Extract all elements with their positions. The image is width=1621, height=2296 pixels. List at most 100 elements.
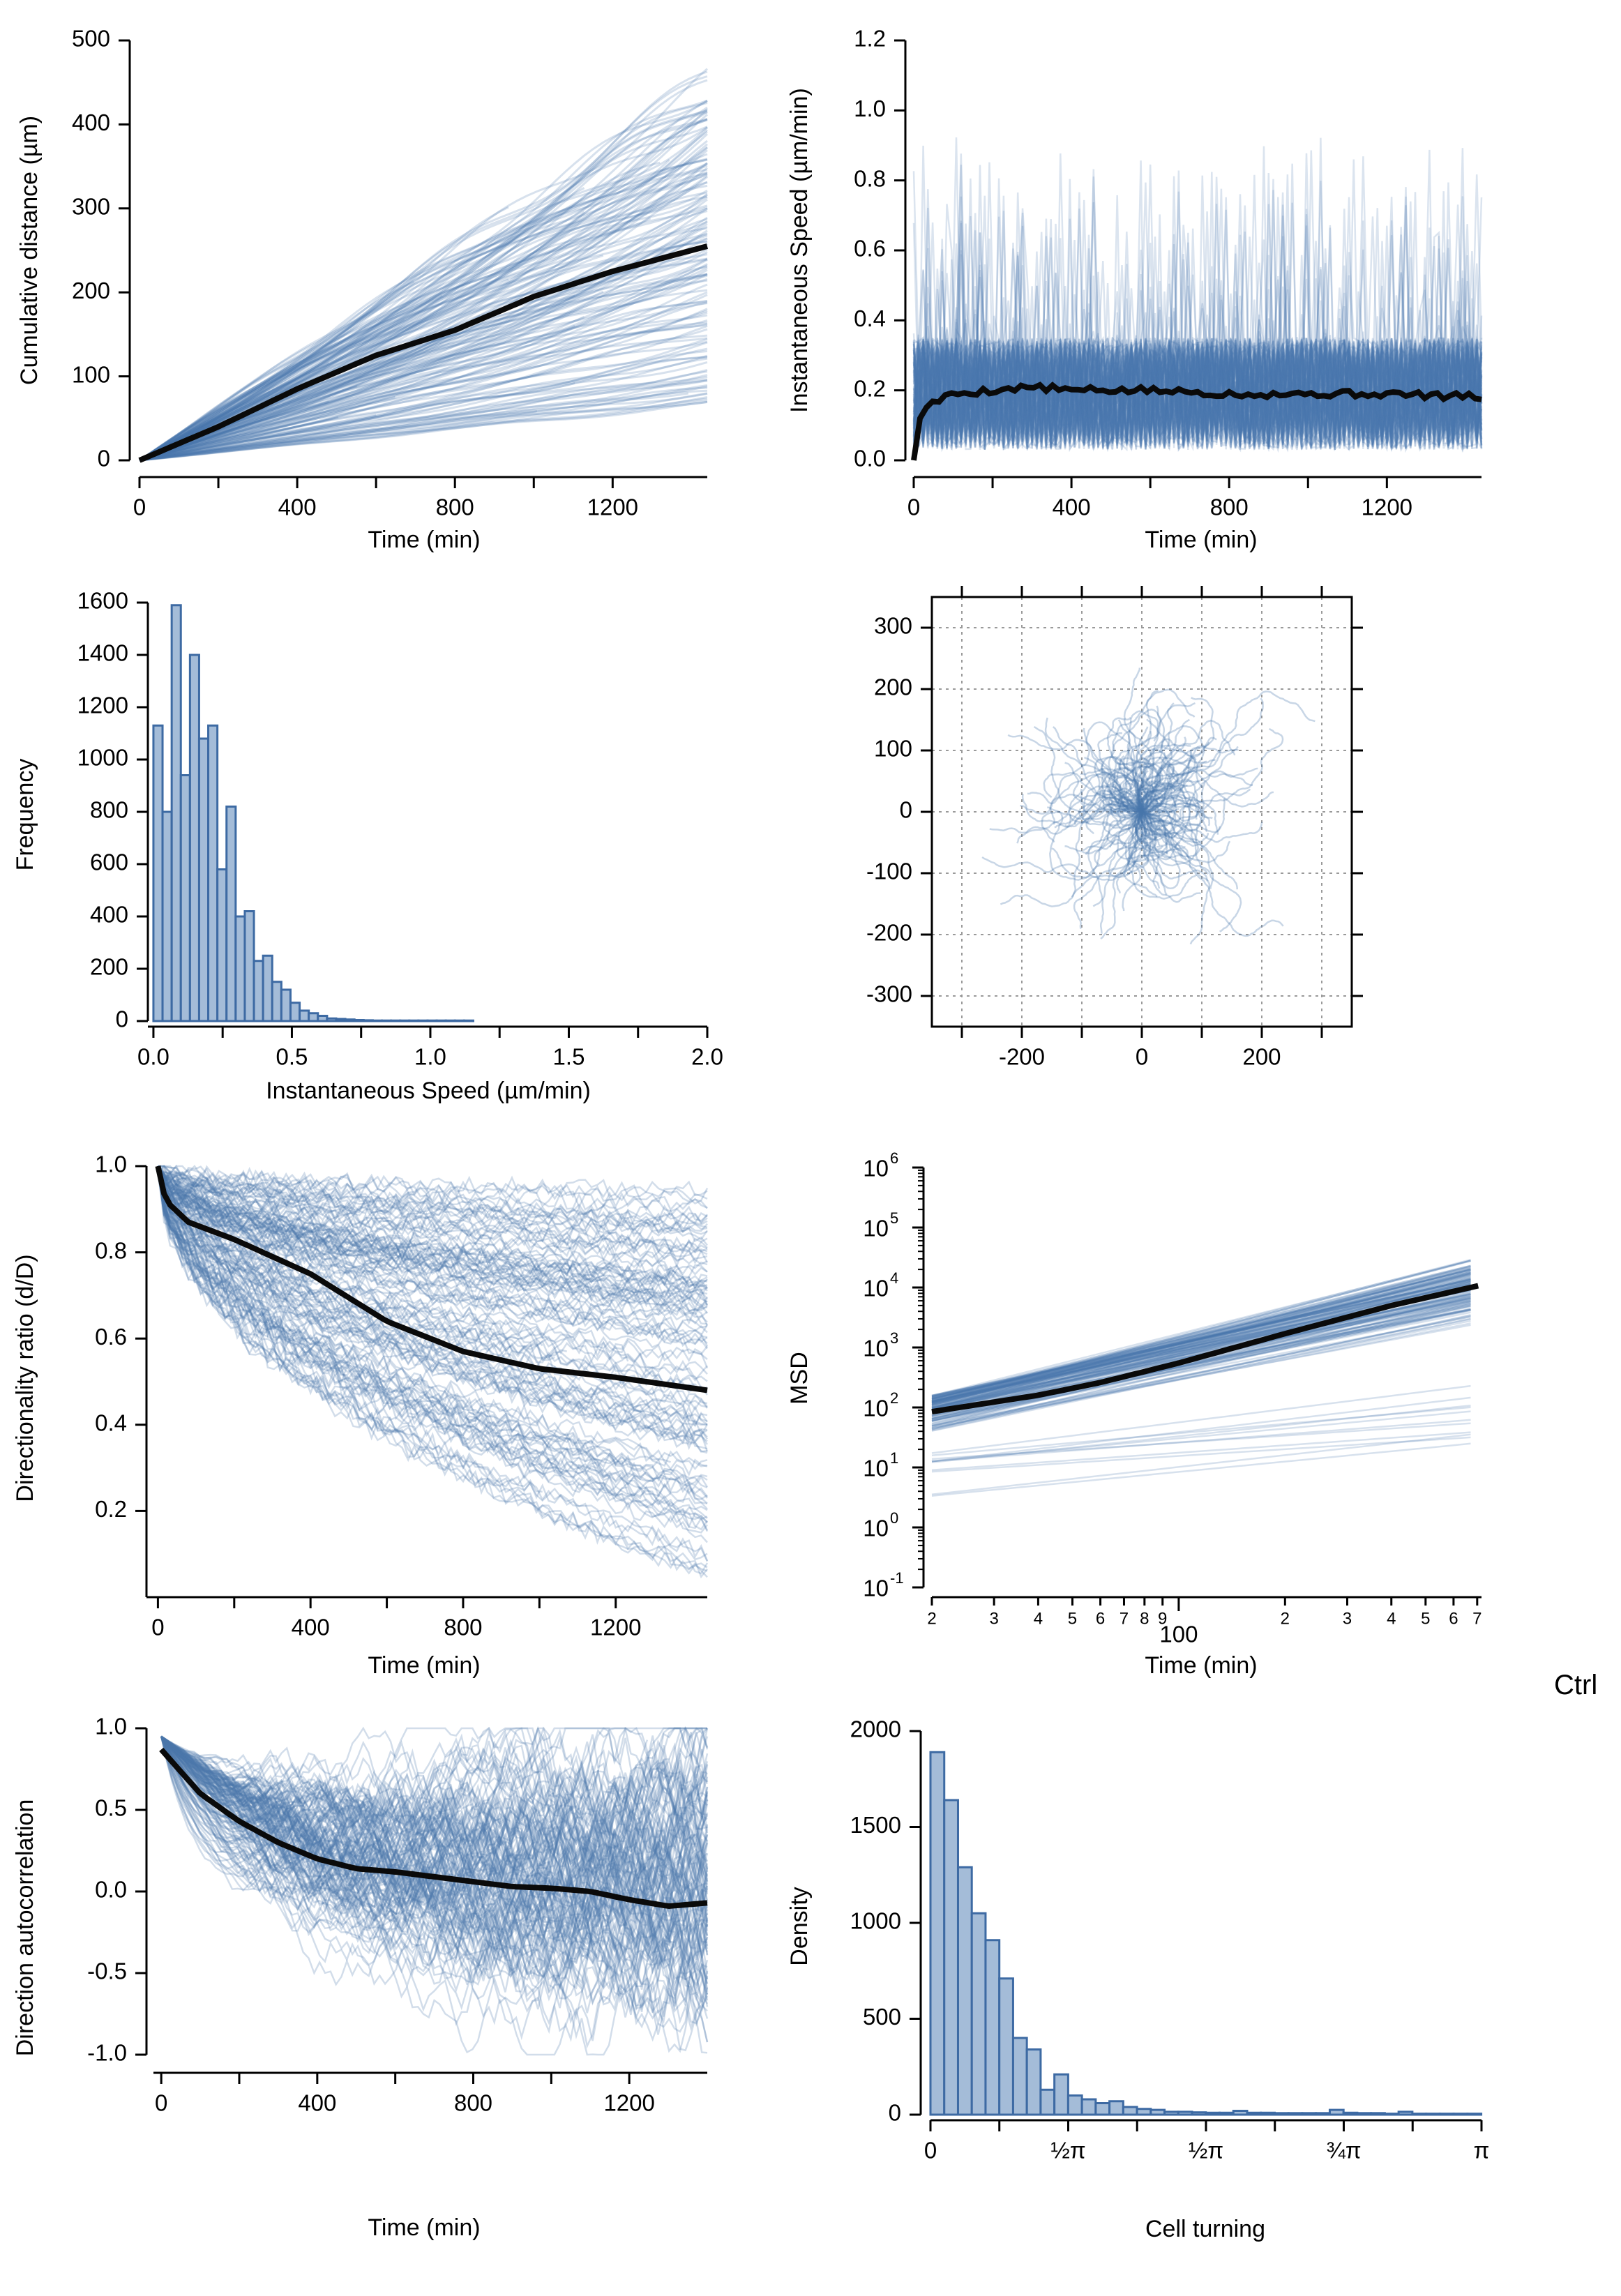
- trace-line: [157, 1170, 708, 1505]
- trace-line: [912, 232, 1483, 446]
- trace-line: [157, 1165, 708, 1543]
- y-tick-label: -100: [866, 859, 912, 884]
- x-decade-label: 100: [1159, 1622, 1198, 1647]
- x-tick-label: π: [1474, 2138, 1490, 2163]
- trace-line: [139, 189, 708, 462]
- trace-line: [139, 161, 661, 462]
- trace-line: [157, 1165, 708, 1393]
- trace-line: [931, 1271, 1471, 1403]
- trace-line: [931, 1298, 1471, 1410]
- trace-line: [139, 130, 708, 462]
- trace-line: [157, 1165, 708, 1470]
- trace-line: [157, 1170, 708, 1283]
- trace-line: [912, 178, 1483, 453]
- trace-line: [157, 1165, 708, 1325]
- trajectory-line: [1138, 810, 1153, 843]
- trace-line: [160, 1735, 709, 1924]
- trace-line: [931, 1308, 1471, 1423]
- trajectory-line: [1141, 810, 1158, 841]
- trace-line: [139, 316, 585, 462]
- trace-line: [931, 1278, 1471, 1417]
- trace-line: [157, 1167, 708, 1392]
- trace-line: [139, 414, 377, 462]
- trajectory-line: [1136, 726, 1149, 813]
- trace-line: [912, 225, 1483, 449]
- trace-line: [157, 1168, 708, 1423]
- y-tick-label: 0: [889, 2100, 901, 2126]
- trace-line: [931, 1297, 1471, 1410]
- trajectory-line: [1054, 790, 1143, 829]
- trace-line: [157, 1168, 709, 1562]
- trace-line: [157, 1170, 708, 1450]
- trace-line: [160, 1735, 708, 2054]
- trace-line: [931, 1283, 1471, 1398]
- trace-line: [160, 1735, 708, 1944]
- trace-line: [160, 1735, 709, 1876]
- trajectory-line: [1141, 810, 1186, 848]
- trace-line: [157, 1166, 709, 1531]
- trace-line: [913, 331, 1483, 452]
- trace-line: [160, 1736, 709, 1928]
- trajectory-line: [1131, 811, 1161, 830]
- y-tick-label: 0.6: [854, 236, 886, 262]
- trace-line: [931, 1282, 1471, 1403]
- trace-line: [160, 1735, 708, 1938]
- x-tick-label: -200: [999, 1044, 1045, 1070]
- trace-line: [160, 1735, 709, 1997]
- histogram-bar: [197, 737, 210, 1022]
- trajectory-line: [1133, 811, 1143, 841]
- trace-line: [158, 1164, 708, 1198]
- trace-line: [157, 1168, 709, 1444]
- trace-line: [913, 335, 1482, 448]
- trace-line: [912, 337, 1483, 451]
- x-tick-label: 1200: [587, 494, 638, 520]
- trajectory-line: [1094, 755, 1154, 813]
- trace-line: [912, 165, 1483, 450]
- trace-line: [157, 1165, 708, 1228]
- histogram-bar: [444, 1019, 456, 1022]
- trace-line: [912, 145, 1482, 449]
- trace-line: [157, 1165, 709, 1316]
- trace-line: [912, 205, 1483, 447]
- trace-line: [160, 1735, 709, 1995]
- trace-line: [912, 222, 1483, 450]
- trace-line: [931, 1320, 1471, 1429]
- trace-line: [160, 1728, 708, 1898]
- trace-line: [931, 1442, 1471, 1497]
- trajectory-line: [1130, 688, 1196, 813]
- y-axis-label: Cumulative distance (µm): [16, 116, 43, 385]
- trace-line: [160, 1735, 708, 1989]
- trace-line: [139, 389, 708, 462]
- histogram-bar: [399, 1019, 411, 1022]
- trace-line: [139, 341, 708, 462]
- trajectory-line: [1140, 778, 1200, 822]
- trace-line: [139, 319, 708, 462]
- trace-line: [913, 309, 1483, 450]
- trace-line: [139, 162, 708, 462]
- x-tick-label: 0: [1136, 1044, 1148, 1070]
- trace-line: [931, 1436, 1471, 1473]
- trace-line: [931, 1273, 1471, 1410]
- x-tick-label: 2: [927, 1609, 936, 1628]
- trajectory-line: [1113, 767, 1152, 813]
- trace-line: [931, 1300, 1471, 1426]
- trace-line: [912, 263, 1483, 452]
- x-axis-label: Time (min): [1145, 527, 1257, 553]
- x-tick-label: 4: [1034, 1609, 1043, 1628]
- trace-line: [160, 1735, 708, 1989]
- x-tick-label: 1200: [590, 1615, 641, 1640]
- histogram-bar: [216, 868, 228, 1022]
- trajectory-line: [1140, 785, 1204, 813]
- y-tick-exponent: 6: [890, 1149, 898, 1167]
- trace-line: [931, 1299, 1471, 1404]
- trace-line: [931, 1303, 1471, 1422]
- trace-line: [912, 239, 1483, 450]
- trace-line: [931, 1283, 1471, 1409]
- histogram-bar: [326, 1017, 338, 1022]
- trace-line: [912, 334, 1483, 450]
- trace-line: [160, 1736, 709, 1874]
- histogram-bar: [943, 1799, 959, 2116]
- trace-line: [139, 119, 708, 462]
- trace-line: [912, 172, 1483, 447]
- trace-line: [160, 1726, 708, 1839]
